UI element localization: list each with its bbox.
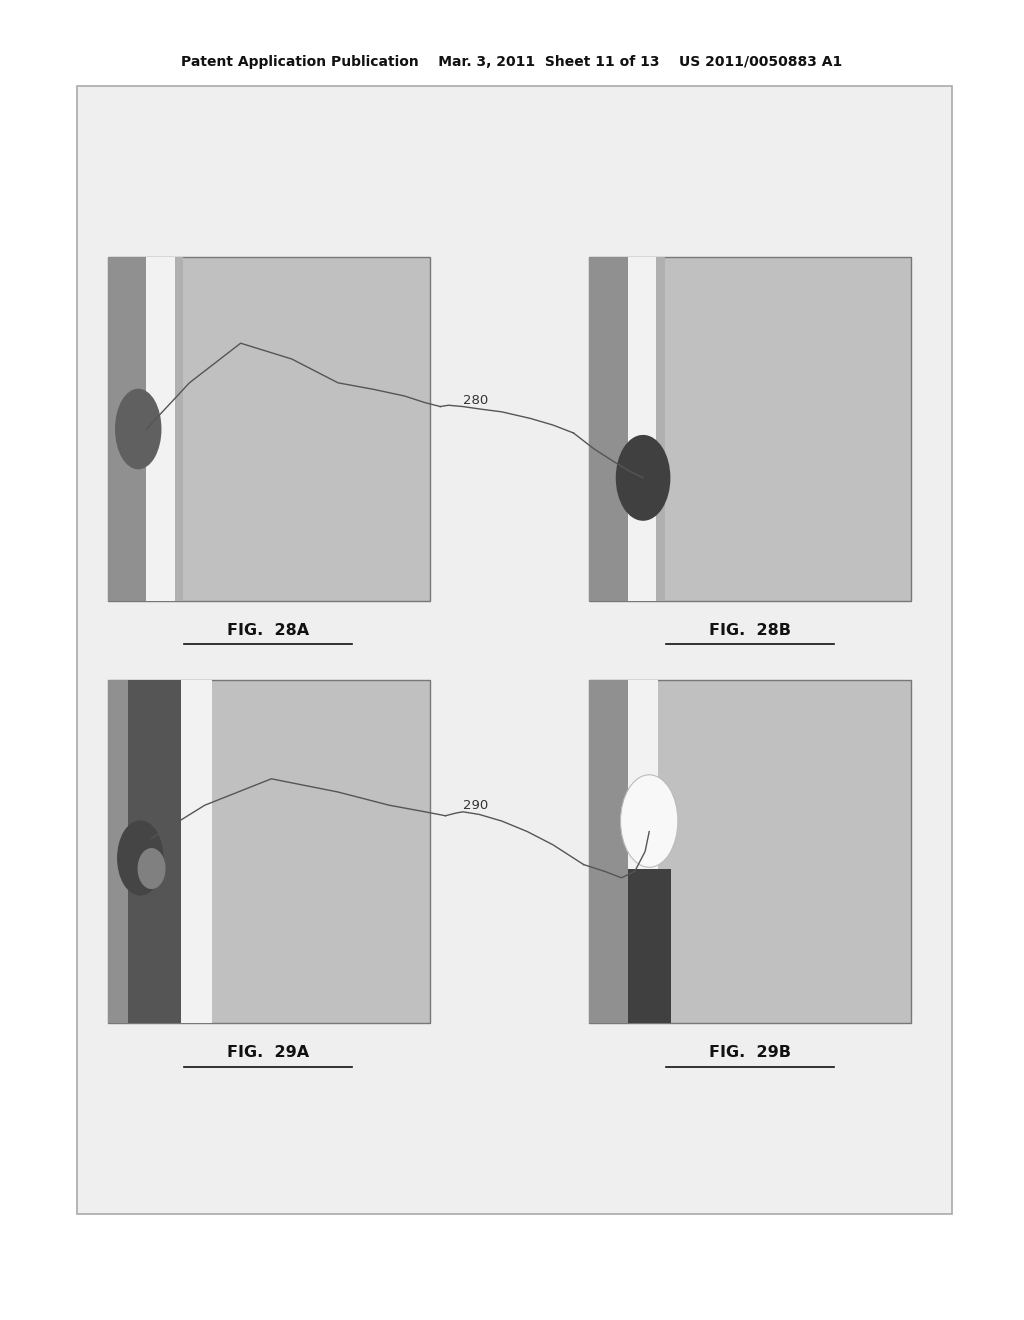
Bar: [146, 257, 175, 601]
Bar: [589, 257, 628, 601]
Bar: [108, 680, 128, 1023]
Bar: [656, 257, 665, 601]
Ellipse shape: [621, 775, 678, 867]
Bar: [128, 680, 181, 1023]
Text: 280: 280: [463, 393, 488, 407]
Text: Patent Application Publication    Mar. 3, 2011  Sheet 11 of 13    US 2011/005088: Patent Application Publication Mar. 3, 2…: [181, 55, 843, 70]
Text: 290: 290: [463, 799, 488, 812]
Ellipse shape: [138, 849, 165, 888]
Bar: [589, 680, 628, 1023]
Text: FIG.  28B: FIG. 28B: [709, 623, 791, 638]
Bar: [175, 257, 183, 601]
Ellipse shape: [118, 821, 163, 895]
Ellipse shape: [616, 436, 670, 520]
Bar: [589, 257, 911, 601]
Text: FIG.  29B: FIG. 29B: [709, 1045, 791, 1060]
Bar: [628, 869, 671, 1023]
Bar: [108, 257, 430, 601]
Bar: [108, 257, 146, 601]
Text: FIG.  29A: FIG. 29A: [227, 1045, 309, 1060]
Bar: [589, 680, 911, 1023]
Bar: [108, 680, 430, 1023]
Bar: [628, 257, 656, 601]
Bar: [181, 680, 212, 1023]
Ellipse shape: [116, 389, 161, 469]
Bar: [628, 680, 658, 869]
Text: FIG.  28A: FIG. 28A: [227, 623, 309, 638]
Bar: [77, 86, 952, 1214]
